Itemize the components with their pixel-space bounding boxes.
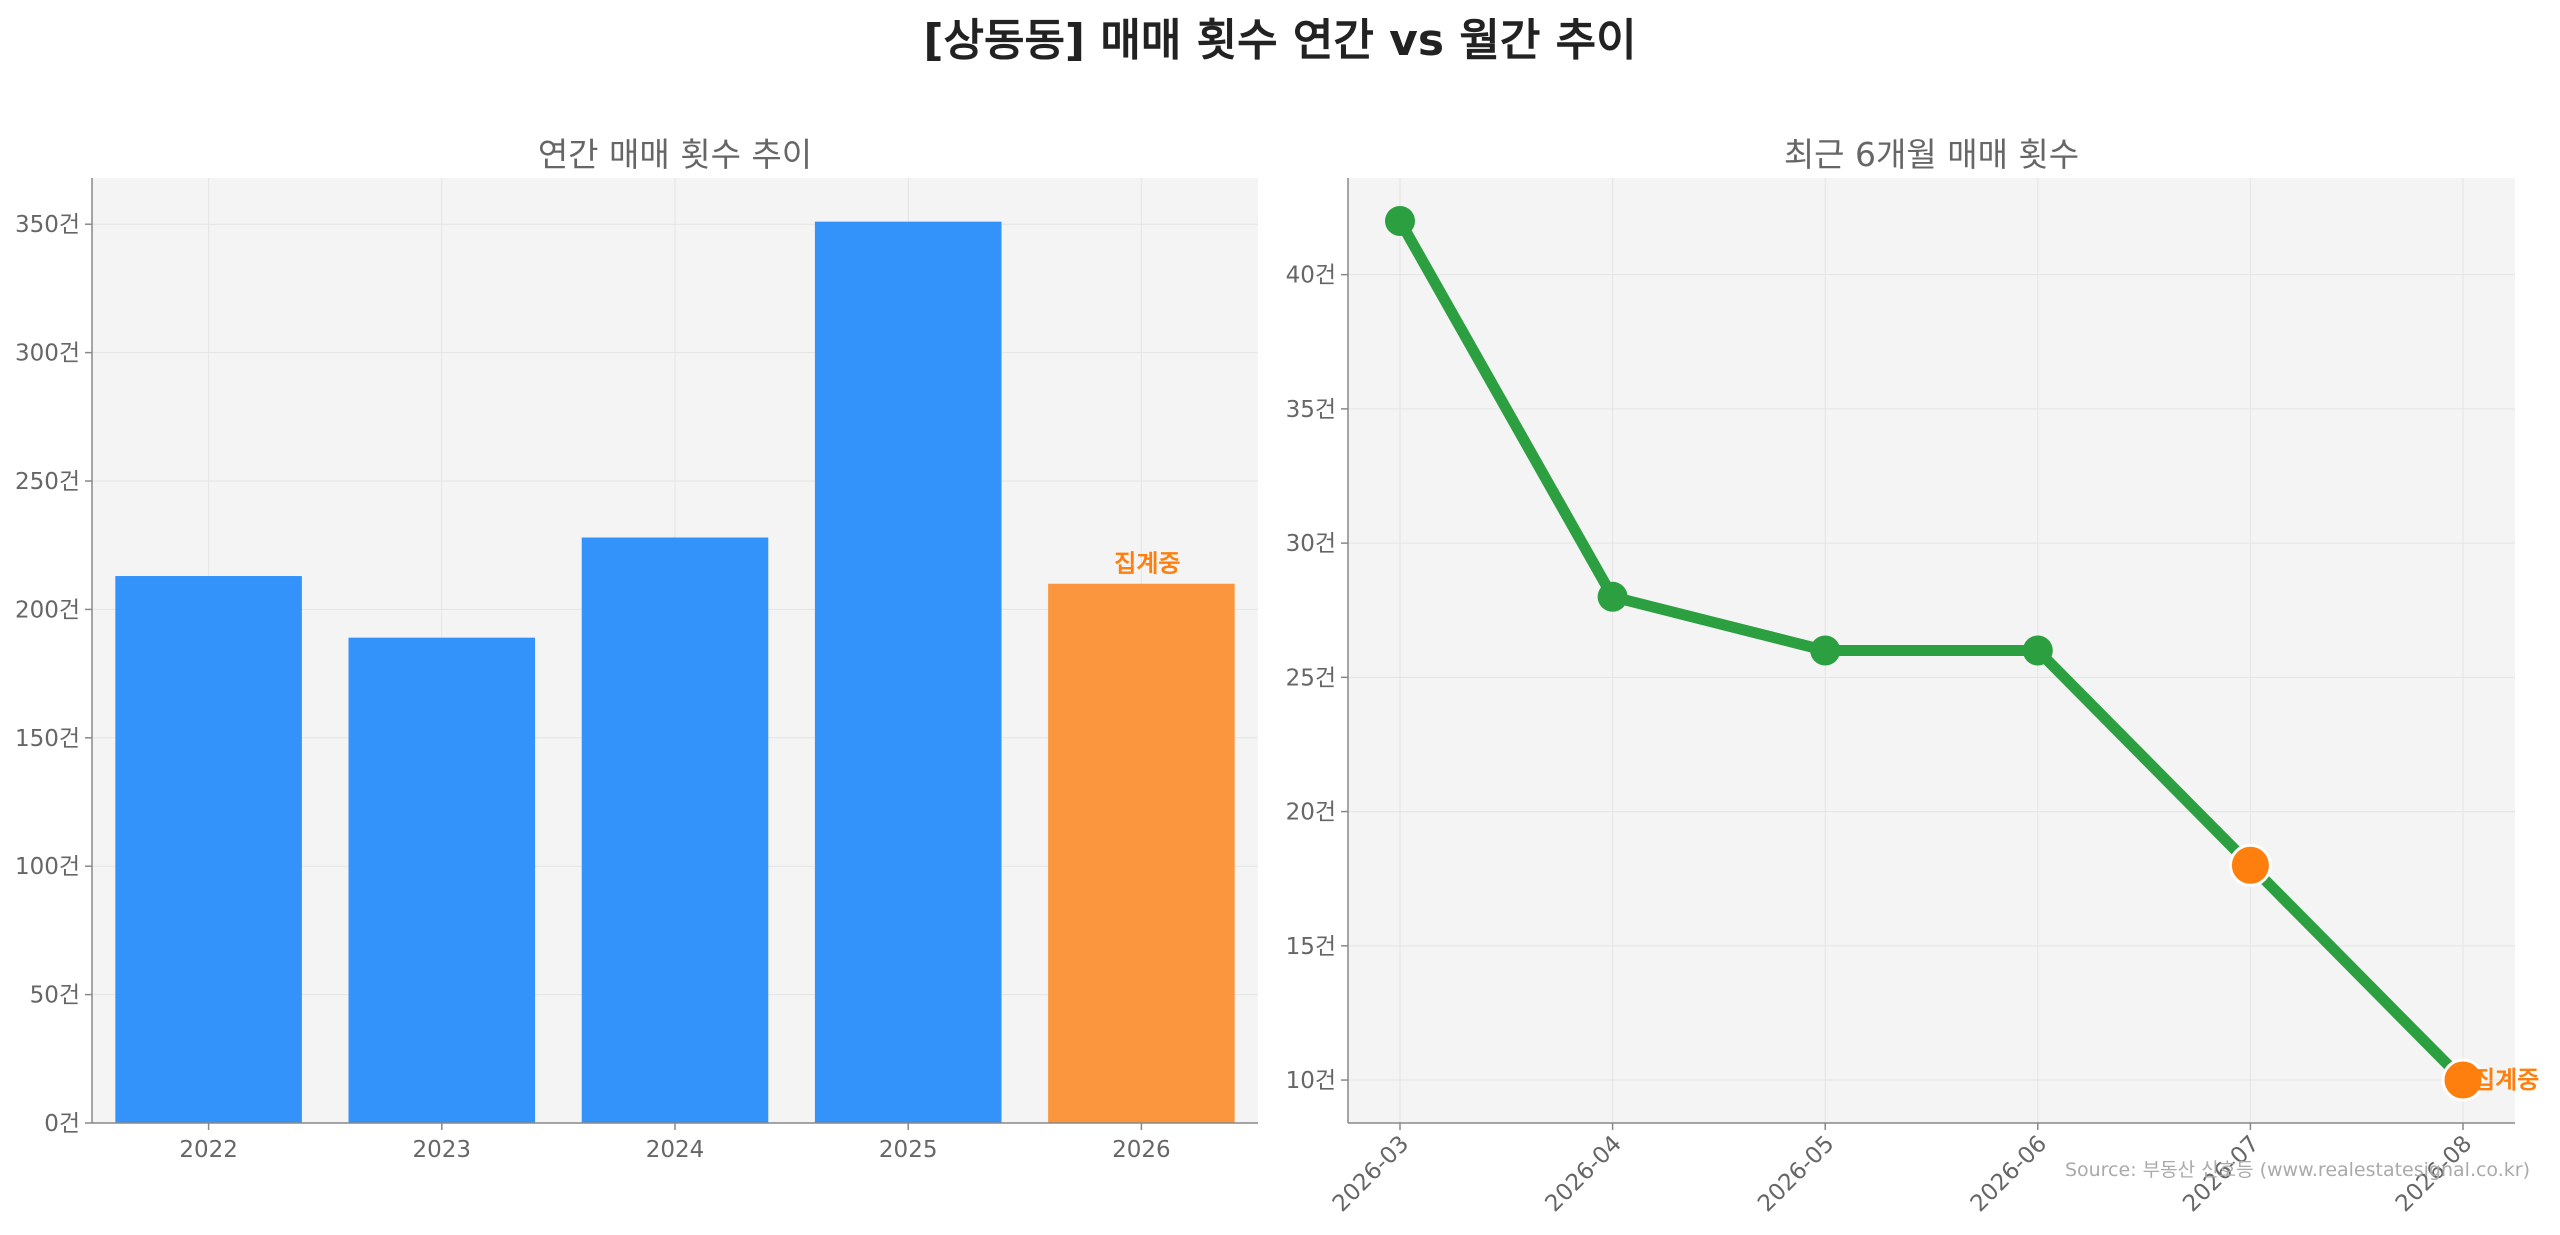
line-chart-x-tick-label: 2026-04 xyxy=(1540,1131,1626,1217)
bar-chart-y-tick-label: 100건 xyxy=(15,854,80,880)
bar-chart-y-tick-label: 0건 xyxy=(44,1111,80,1137)
bar-chart-y-tick-label: 250건 xyxy=(15,469,80,495)
bar-chart-y-tick-label: 300건 xyxy=(15,341,80,367)
line-chart-panel: 집계중 10건 15건 20건 25건 30건 35건 40건 2026-03 2026-04 20… xyxy=(1286,135,2540,1217)
bar-chart-y-tick-label: 150건 xyxy=(15,726,80,752)
bar-partial xyxy=(1048,583,1235,1123)
line-chart-x-tick-label: 2026-05 xyxy=(1753,1131,1839,1217)
line-chart-y-tick-label: 40건 xyxy=(1286,263,1336,289)
line-point xyxy=(2022,635,2053,666)
bar-chart-y-tick-label: 200건 xyxy=(15,597,80,623)
bar-chart-y-tick-label: 50건 xyxy=(30,983,80,1009)
line-chart-y-tick-label: 20건 xyxy=(1286,800,1336,826)
bar xyxy=(348,637,536,1123)
bar-chart-title: 연간 매매 횟수 추이 xyxy=(538,135,812,174)
line-chart-x-tick-label: 2026-03 xyxy=(1328,1131,1414,1217)
bar xyxy=(814,221,1002,1123)
bar-chart-y-tick-label: 350건 xyxy=(15,212,80,238)
line-chart-y-tick-label: 35건 xyxy=(1286,397,1336,423)
line-chart-y-tick-label: 10건 xyxy=(1286,1068,1336,1094)
figure-title: [상동동] 매매 횟수 연간 vs 월간 추이 xyxy=(923,15,1637,66)
bar-chart-x-tick-label: 2025 xyxy=(879,1137,938,1163)
bar xyxy=(581,537,769,1123)
line-chart-x-tick-label: 2026-06 xyxy=(1966,1131,2052,1217)
bar-chart-panel: 집계중 0건 50건 100건 150건 200건 250건 300건 350건 2022 2023… xyxy=(15,135,1258,1163)
line-point xyxy=(1385,205,1415,236)
bar xyxy=(115,576,302,1123)
line-partial-note: 집계중 xyxy=(2473,1066,2539,1094)
bar-partial-note: 집계중 xyxy=(1114,550,1180,578)
line-chart-y-tick-label: 25건 xyxy=(1286,665,1336,691)
bar-chart-x-tick-label: 2022 xyxy=(179,1137,238,1163)
line-point-partial xyxy=(2441,1058,2485,1102)
line-point xyxy=(1597,581,1628,612)
line-point-partial xyxy=(2228,843,2272,887)
bar-chart-x-tick-label: 2024 xyxy=(646,1137,705,1163)
source-note: Source: 부동산 신호등 (www.realestatesignal.co… xyxy=(2065,1159,2530,1181)
line-point xyxy=(1810,635,1841,666)
line-chart-y-tick-label: 30건 xyxy=(1286,531,1336,557)
line-chart-title: 최근 6개월 매매 횟수 xyxy=(1784,135,2079,174)
bar-chart-x-tick-label: 2026 xyxy=(1112,1137,1171,1163)
line-chart-y-tick-label: 15건 xyxy=(1286,934,1336,960)
bar-chart-x-tick-label: 2023 xyxy=(413,1137,472,1163)
line-series xyxy=(1394,215,2469,1086)
